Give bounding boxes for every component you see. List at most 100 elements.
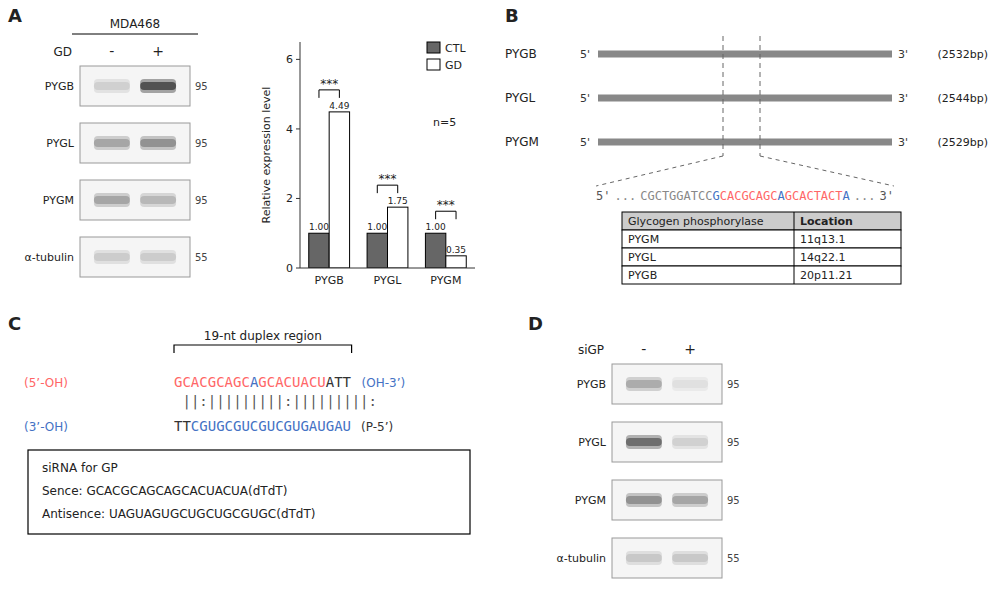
bar (367, 233, 387, 268)
sequence: 5'...CGCTGGATCCGCACGCAGCAGCACTACTA...3' (596, 189, 894, 203)
y-tick (296, 198, 300, 199)
legend-label: GD (445, 59, 462, 72)
row-label: PYGB (577, 378, 606, 391)
y-tick-label: 4 (286, 123, 293, 136)
y-tick (296, 59, 300, 60)
row-label: α-tubulin (24, 251, 74, 264)
y-tick-label: 0 (286, 262, 293, 275)
sirna-box (28, 450, 470, 534)
bar (446, 256, 466, 268)
title-underline (72, 34, 198, 35)
lane-label: - (109, 43, 114, 59)
table-row (622, 266, 901, 284)
lane-header: GD (53, 45, 72, 59)
blot-title: MDA468 (110, 17, 161, 31)
band (140, 253, 176, 261)
bar-group (309, 112, 467, 268)
figure: AMDA468GD-+PYGB95PYGL95PYGM95α-tubulin55… (0, 0, 996, 602)
y-tick-label: 2 (286, 192, 293, 205)
sequence-part: 3' (879, 189, 893, 203)
marker-size: 55 (727, 553, 740, 564)
duplex-bracket (174, 345, 352, 353)
sequence-part: ... (615, 189, 637, 203)
panel-label: D (528, 313, 543, 334)
table-header-text: Location (800, 215, 853, 228)
y-tick (296, 128, 300, 129)
x-tick-label: PYGM (430, 274, 461, 287)
three-prime: 3' (898, 92, 908, 105)
legend-swatch (427, 42, 440, 53)
sequence-part: CACGCAGC (720, 189, 778, 203)
x-axis (300, 268, 475, 269)
row-label: PYGM (575, 494, 606, 507)
blot-box (612, 422, 722, 462)
strand-part: CGUGCGUCGUCGUGAUGAU (191, 418, 351, 434)
strand-end: (5’-OH) (24, 376, 68, 390)
bar (309, 233, 329, 268)
band (140, 196, 176, 204)
five-prime: 5' (580, 48, 590, 61)
duplex-label: 19-nt duplex region (204, 329, 322, 343)
sig-stars: *** (437, 198, 455, 212)
zoom-line (760, 156, 894, 186)
gene-line (598, 139, 892, 146)
strand-end: (3’-OH) (24, 420, 68, 434)
blot-box (612, 364, 722, 404)
panel-label: B (505, 5, 519, 26)
blot-box (612, 480, 722, 520)
sequence-part: GCACTACT (785, 189, 843, 203)
lane-header: siGP (578, 343, 604, 357)
sig-bracket (436, 211, 456, 219)
sig-stars: *** (379, 172, 397, 186)
table-divider (794, 212, 795, 284)
blot-box (80, 237, 190, 277)
table-header-text: Glycogen phosphorylase (628, 215, 764, 228)
band (672, 380, 708, 388)
base-pairs: ||:|||||||||:|||||||||: (182, 393, 377, 410)
gene-name: PYGM (505, 135, 539, 149)
strand-part: G (174, 374, 182, 390)
sequence-part: CGCTGGATCC (640, 189, 712, 203)
table-cell: 20p11.21 (800, 269, 852, 282)
sequence-part: A (843, 189, 851, 203)
bar (425, 233, 445, 268)
three-prime: 3' (898, 136, 908, 149)
band (140, 82, 176, 90)
sirna-line: siRNA for GP (42, 461, 118, 475)
table-header (622, 212, 901, 230)
blot-box (80, 123, 190, 163)
marker-size: 95 (727, 379, 740, 390)
three-prime: 3' (898, 48, 908, 61)
gene-size: (2544bp) (937, 92, 988, 105)
band (140, 139, 176, 147)
table-cell: PYGL (628, 251, 657, 264)
blot-box (80, 180, 190, 220)
n-label: n=5 (433, 116, 456, 129)
region-line (760, 36, 761, 156)
sirna-line: Sence: GCACGCAGCAGCACUACUA(dTdT) (42, 484, 287, 498)
sequence-part: ... (854, 189, 876, 203)
y-tick (296, 268, 300, 269)
panel-label: C (8, 313, 21, 334)
sirna-line: Antisence: UAGUAGUGCUGCUGCGUGC(dTdT) (42, 507, 316, 521)
bar (388, 207, 408, 268)
row-label: PYGM (43, 194, 74, 207)
band (672, 438, 708, 446)
strand-part: GCACUACU (258, 374, 325, 390)
data-label: 0.35 (446, 245, 466, 255)
band (672, 554, 708, 562)
lane-label: + (152, 43, 164, 59)
strand-end: (OH-3’) (362, 376, 406, 390)
gene-size: (2532bp) (937, 48, 988, 61)
lane-label: - (641, 341, 646, 357)
strand: GCACGCAGCAGCACUACUATT (174, 374, 352, 390)
gene-name: PYGL (505, 91, 536, 105)
region-line (723, 36, 724, 156)
gene-name: PYGB (505, 47, 537, 61)
table-row (622, 230, 901, 248)
marker-size: 95 (727, 437, 740, 448)
table-cell: PYGM (628, 233, 659, 246)
five-prime: 5' (580, 92, 590, 105)
sig-bracket (377, 185, 397, 193)
y-axis-label: Relative expression level (260, 87, 273, 224)
